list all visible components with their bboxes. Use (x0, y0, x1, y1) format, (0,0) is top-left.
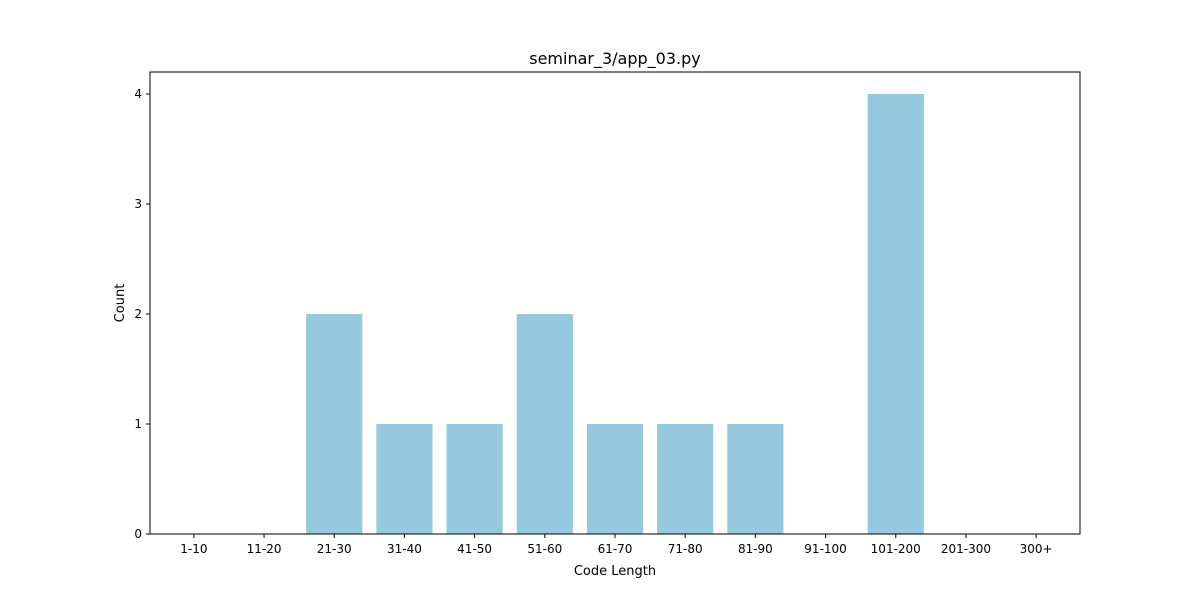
bar (727, 424, 784, 534)
y-tick-label: 2 (134, 307, 142, 321)
x-tick-label: 31-40 (387, 542, 422, 556)
x-tick-label: 51-60 (527, 542, 562, 556)
x-tick-label: 21-30 (317, 542, 352, 556)
x-tick-label: 81-90 (738, 542, 773, 556)
x-tick-label: 101-200 (871, 542, 921, 556)
bar (516, 314, 573, 534)
bar (867, 94, 924, 534)
bar (586, 424, 644, 534)
x-axis-label: Code Length (574, 564, 656, 579)
bar (306, 314, 363, 534)
bars-layer (306, 94, 924, 534)
x-tick-label: 71-80 (668, 542, 703, 556)
x-tick-label: 201-300 (941, 542, 991, 556)
bar (376, 424, 433, 534)
x-tick-label: 1-10 (180, 542, 207, 556)
y-tick-label: 4 (134, 87, 142, 101)
y-axis-ticks: 0 1 2 3 4 (134, 87, 150, 541)
x-tick-label: 91-100 (804, 542, 847, 556)
chart-title: seminar_3/app_03.py (529, 49, 701, 69)
bar (657, 424, 714, 534)
x-tick-label: 41-50 (457, 542, 492, 556)
y-tick-label: 0 (134, 527, 142, 541)
x-axis-ticks: 1-10 11-20 21-30 31-40 41-50 51-60 61-70 71-80 8… (180, 534, 1053, 556)
y-tick-label: 3 (134, 197, 142, 211)
bar (446, 424, 503, 534)
x-tick-label: 300+ (1020, 542, 1053, 556)
y-tick-label: 1 (134, 417, 142, 431)
x-tick-label: 61-70 (598, 542, 633, 556)
x-tick-label: 11-20 (247, 542, 282, 556)
y-axis-label: Count (113, 284, 128, 323)
